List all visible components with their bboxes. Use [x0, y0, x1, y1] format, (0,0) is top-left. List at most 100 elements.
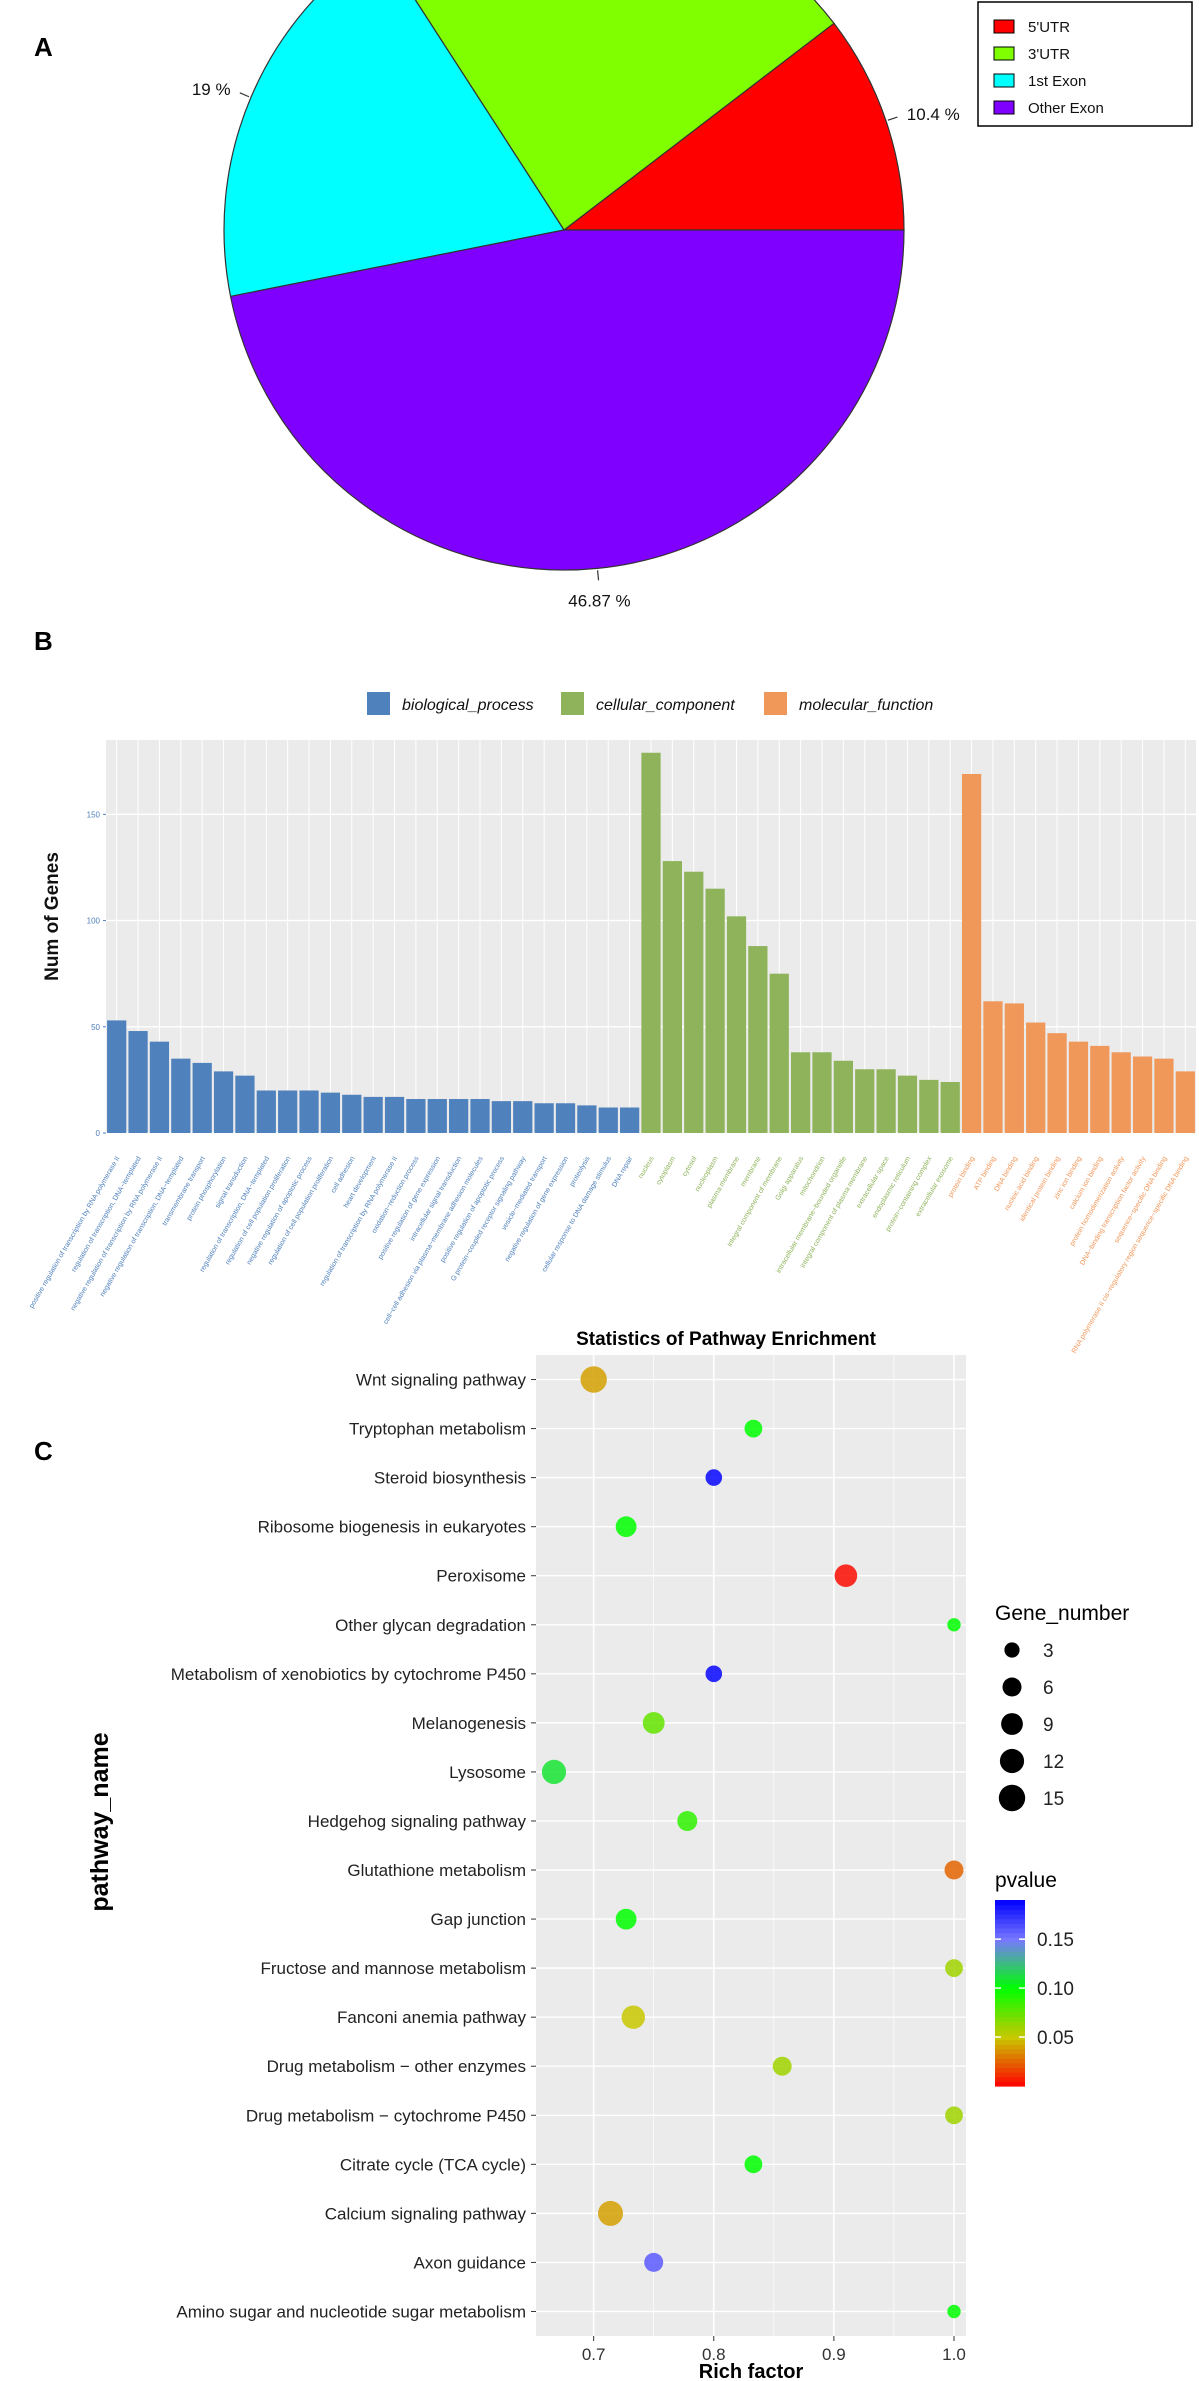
color-legend-segment — [995, 1960, 1025, 1966]
bubble-peroxisome — [834, 1564, 858, 1587]
bar-atp-binding — [983, 1001, 1003, 1133]
bar-dna-binding-transcription-factor-activity — [1132, 1056, 1153, 1133]
x-tick-label: 0.7 — [582, 2345, 606, 2364]
color-legend-segment — [995, 2034, 1025, 2041]
bubble-wnt-signaling-pathway — [580, 1366, 607, 1393]
size-legend-label: 9 — [1043, 1715, 1054, 1736]
size-legend-label: 6 — [1043, 1678, 1054, 1699]
color-legend-segment — [995, 2081, 1025, 2087]
bar-zinc-ion-binding — [1068, 1041, 1089, 1133]
legend-swatch-5-utr — [993, 19, 1015, 34]
bar-endoplasmic-reticulum — [897, 1075, 918, 1133]
color-legend-segment — [995, 2048, 1025, 2055]
bubble-citrate-cycle-tca-cycle — [744, 2155, 763, 2174]
bubble-fanconi-anemia-pathway — [621, 2005, 645, 2029]
size-legend-title: Gene_number — [995, 1602, 1129, 1625]
color-legend-segment — [995, 2020, 1025, 2027]
pathway-label: Gap junction — [431, 1910, 526, 1929]
bar-negative-regulation-of-gene-expression — [555, 1103, 576, 1133]
bar-dna-binding — [1004, 1003, 1024, 1133]
bar-cytosol — [684, 871, 704, 1133]
size-legend-dot — [1002, 1677, 1022, 1697]
x-tick-label: negative regulation of transcription by … — [70, 1155, 164, 1312]
bubble-ribosome-biogenesis-in-eukaryotes — [615, 1516, 637, 1538]
pathway-label: Peroxisome — [436, 1567, 526, 1586]
x-tick-label: 0.8 — [702, 2345, 726, 2364]
x-tick-label: negative regulation of transcription, DN… — [99, 1155, 185, 1298]
bubble-drug-metabolism-cytochrome-p450 — [945, 2106, 963, 2125]
bar-vesicle-mediated-transport — [534, 1103, 554, 1133]
bar-legend-label-molecular-function: molecular_function — [799, 697, 933, 714]
bar-mitochondrion — [812, 1052, 832, 1133]
pie-slice-1st-exon — [223, 0, 565, 298]
pie-slice-5-utr — [562, 22, 905, 231]
bar-regulation-of-transcription-dna-templated — [256, 1090, 276, 1133]
size-legend-dot — [1004, 1642, 1020, 1658]
y-axis-title: pathway_name — [86, 1732, 114, 1911]
x-tick-label: membrane — [740, 1155, 763, 1188]
pie-slice-other-exon — [229, 229, 905, 571]
bubble-gap-junction — [615, 1908, 637, 1930]
color-legend-segment — [995, 2016, 1025, 2022]
bar-positive-regulation-of-apoptotic-process — [491, 1101, 512, 1133]
bar-nucleus — [641, 752, 661, 1133]
bar-nucleoplasm — [705, 888, 725, 1133]
size-legend-label: 15 — [1043, 1789, 1064, 1810]
bubble-melanogenesis — [642, 1712, 665, 1734]
x-tick-label: cell−cell adhesion via plasma−membrane a… — [383, 1155, 485, 1325]
color-legend-title: pvalue — [995, 1869, 1057, 1892]
x-tick-label: endoplasmic reticulum — [871, 1155, 912, 1219]
legend-label-1st-exon: 1st Exon — [1028, 73, 1086, 90]
bar-proteolysis — [577, 1105, 597, 1133]
pie-legend: 5'UTR 3'UTR 1st Exon Other Exon — [977, 1, 1193, 127]
pathway-label: Steroid biosynthesis — [374, 1469, 526, 1488]
bar-extracellular-exosome — [940, 1082, 960, 1133]
x-tick-label: transmembrane transport — [162, 1155, 207, 1227]
bar-y-axis-title: Num of Genes — [42, 852, 63, 981]
bar-heart-development — [363, 1096, 383, 1133]
color-legend-segment — [995, 1983, 1025, 1989]
pie-label-leader — [596, 570, 600, 581]
bar-legend-swatch-biological-process — [367, 692, 390, 715]
color-legend-segment — [995, 1909, 1025, 1915]
legend-swatch-other-exon — [993, 100, 1015, 115]
pathway-label: Wnt signaling pathway — [356, 1371, 527, 1390]
bubble-other-glycan-degradation — [947, 1618, 961, 1632]
bar-protein-homodimerization-activity — [1111, 1052, 1131, 1133]
color-legend-segment — [995, 1993, 1025, 1999]
legend-label-3-utr: 3'UTR — [1028, 46, 1070, 63]
color-legend-segment — [995, 1988, 1025, 1994]
x-tick-label: 1.0 — [942, 2345, 966, 2364]
color-legend-segment — [995, 2072, 1025, 2078]
bar-protein-containing-complex — [919, 1079, 939, 1133]
y-tick-label: 50 — [91, 1023, 100, 1032]
bar-negative-regulation-of-transcription-dna-templated — [171, 1058, 191, 1133]
size-legend-label: 12 — [1043, 1752, 1064, 1773]
bar-nucleic-acid-binding — [1026, 1022, 1046, 1133]
x-tick-label: ATP binding — [973, 1155, 998, 1191]
bubble-plot-background — [536, 1355, 966, 2336]
pathway-label: Melanogenesis — [412, 1714, 526, 1733]
color-legend-segment — [995, 1974, 1025, 1980]
pathway-label: Tryptophan metabolism — [349, 1420, 526, 1439]
bubble-glutathione-metabolism — [944, 1860, 964, 1880]
bar-integral-component-of-plasma-membrane — [855, 1069, 875, 1133]
x-tick-label: regulation of transcription by RNA polym… — [319, 1155, 399, 1287]
pie-chart: 10.4 %23.73 %19 %46.87 % — [192, 0, 960, 610]
bar-regulation-of-cell-population-proliferation — [320, 1092, 341, 1133]
color-legend-segment — [995, 2030, 1025, 2036]
bar-membrane — [748, 946, 768, 1133]
bar-g-protein-coupled-receptor-signaling-pathway — [513, 1101, 533, 1133]
legend-label-other-exon: Other Exon — [1028, 100, 1104, 117]
bar-protein-phosphorylation — [213, 1071, 234, 1133]
x-tick-label: cytosol — [681, 1155, 698, 1178]
size-legend-dot — [998, 1784, 1026, 1812]
bar-transmembrane-transport — [192, 1062, 212, 1133]
color-legend-segment — [995, 1969, 1025, 1975]
color-legend-segment — [995, 1951, 1025, 1957]
color-legend-segment — [995, 1927, 1025, 1934]
bubble-calcium-signaling-pathway — [598, 2200, 623, 2226]
x-tick-label: extracellular exosome — [915, 1155, 955, 1218]
bar-regulation-of-transcription-by-rna-polymerase-ii — [384, 1096, 405, 1133]
